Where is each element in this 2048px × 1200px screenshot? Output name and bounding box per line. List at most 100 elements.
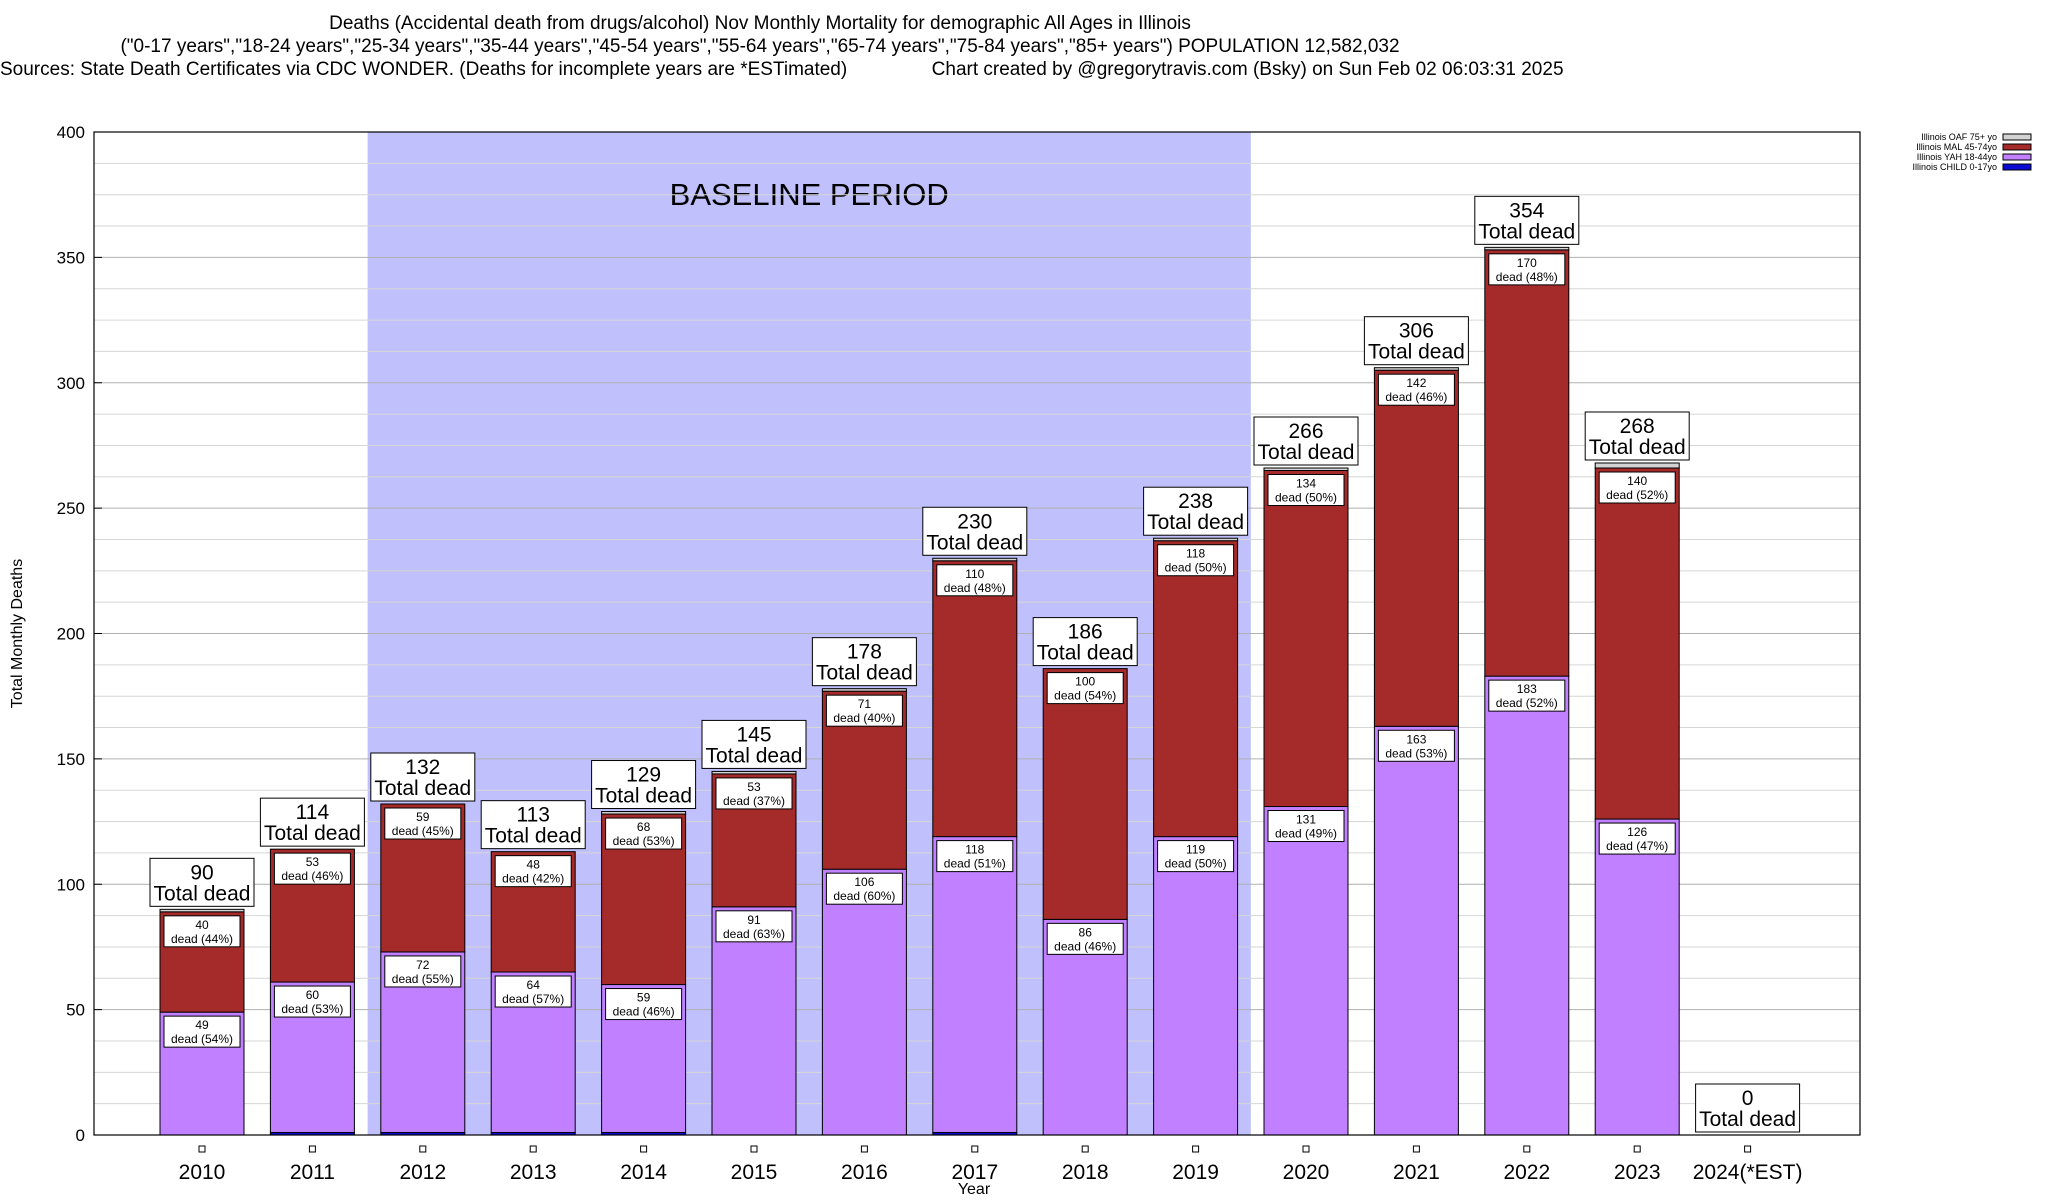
label-mal-2019-box <box>1157 544 1235 577</box>
total-box-2012 <box>370 752 476 802</box>
bar-2-2018 <box>1042 668 1128 920</box>
label-yah-2014-count: 59 <box>637 991 651 1005</box>
label-mal-2019-pct: dead (50%) <box>1165 561 1227 575</box>
y-tick-label: 250 <box>57 499 85 518</box>
x-tick-label: 2023 <box>1614 1161 1661 1184</box>
x-tick-label: 2014 <box>620 1161 667 1184</box>
bar-1-2022 <box>1484 675 1570 1136</box>
total-box-2010 <box>149 857 255 907</box>
bar-1-2021 <box>1373 725 1459 1136</box>
total-caption-2020: Total dead <box>1258 441 1355 464</box>
label-mal-2015-box <box>715 777 793 810</box>
x-tick-label: 2012 <box>399 1161 446 1184</box>
bar-2-2019 <box>1153 540 1239 838</box>
total-box-2011 <box>259 797 365 847</box>
total-box-2023 <box>1584 411 1690 461</box>
label-mal-2011-pct: dead (46%) <box>281 869 343 883</box>
label-yah-2016-pct: dead (60%) <box>833 889 895 903</box>
label-yah-2020-count: 131 <box>1296 813 1316 827</box>
x-tick-marker <box>1081 1145 1089 1153</box>
label-mal-2016-pct: dead (40%) <box>833 711 895 725</box>
y-tick-label: 0 <box>76 1126 85 1145</box>
total-caption-2018: Total dead <box>1037 642 1134 665</box>
total-box-2024(*EST) <box>1695 1083 1801 1133</box>
label-mal-2011-box <box>273 852 351 885</box>
label-mal-2014-count: 68 <box>637 820 651 834</box>
bar-1-2020 <box>1263 806 1349 1136</box>
total-caption-2012: Total dead <box>374 777 471 800</box>
x-tick-marker <box>750 1145 758 1153</box>
x-tick-marker <box>1744 1145 1752 1153</box>
total-value-2010: 90 <box>190 861 213 884</box>
x-tick-label: 2016 <box>841 1161 888 1184</box>
x-axis-label: Year <box>958 1181 991 1198</box>
legend-swatch <box>2002 163 2032 171</box>
x-tick-marker <box>198 1145 206 1153</box>
label-mal-2017-pct: dead (48%) <box>944 581 1006 595</box>
label-yah-2012-box <box>384 955 462 988</box>
label-mal-2016-count: 71 <box>858 697 872 711</box>
label-yah-2015-pct: dead (63%) <box>723 927 785 941</box>
total-box-2022 <box>1474 195 1580 245</box>
x-tick-marker <box>640 1145 648 1153</box>
label-mal-2017-box <box>936 564 1014 597</box>
label-yah-2023-box <box>1598 822 1676 855</box>
x-tick-label: 2018 <box>1062 1161 1109 1184</box>
total-caption-2016: Total dead <box>816 662 913 685</box>
total-box-2015 <box>701 719 807 769</box>
label-mal-2021-pct: dead (46%) <box>1385 390 1447 404</box>
x-tick-label: 2020 <box>1283 1161 1330 1184</box>
total-caption-2010: Total dead <box>154 882 251 905</box>
total-value-2014: 129 <box>626 764 661 787</box>
label-mal-2019-count: 118 <box>1186 547 1205 561</box>
label-mal-2021-box <box>1377 373 1455 406</box>
bar-2-2021 <box>1373 369 1459 727</box>
chart-credit: Chart created by @gregorytravis.com (Bsk… <box>931 59 1564 80</box>
label-yah-2019-pct: dead (50%) <box>1165 857 1227 871</box>
label-mal-2021-count: 142 <box>1406 376 1426 390</box>
legend-label: Illinois MAL 45-74yo <box>1916 142 1997 152</box>
total-caption-2013: Total dead <box>485 825 582 848</box>
chart-title: Deaths (Accidental death from drugs/alco… <box>329 13 1191 34</box>
x-tick-label: 2011 <box>290 1161 335 1184</box>
x-tick-marker <box>971 1145 979 1153</box>
label-yah-2019-box <box>1157 840 1235 873</box>
y-tick-label: 350 <box>57 248 85 267</box>
total-caption-2021: Total dead <box>1368 341 1465 364</box>
total-value-2018: 186 <box>1068 621 1103 644</box>
total-value-2021: 306 <box>1399 320 1434 343</box>
label-yah-2011-count: 60 <box>306 988 320 1002</box>
total-caption-2014: Total dead <box>595 785 692 808</box>
label-yah-2019-count: 119 <box>1186 843 1205 857</box>
total-caption-2023: Total dead <box>1589 436 1686 459</box>
label-yah-2021-box <box>1377 729 1455 762</box>
label-mal-2015-pct: dead (37%) <box>723 794 785 808</box>
label-mal-2022-count: 170 <box>1517 256 1537 270</box>
bar-1-2016 <box>821 868 907 1136</box>
total-box-2014 <box>591 760 697 810</box>
total-caption-2024(*EST): Total dead <box>1699 1108 1796 1131</box>
bar-1-2018 <box>1042 918 1128 1136</box>
label-yah-2012-pct: dead (55%) <box>392 972 454 986</box>
label-yah-2013-box <box>494 975 572 1008</box>
label-yah-2020-pct: dead (49%) <box>1275 827 1337 841</box>
chart-sources-line: Sources: State Death Certificates via CD… <box>0 58 1564 81</box>
label-mal-2023-box <box>1598 471 1676 504</box>
total-box-2021 <box>1363 316 1469 366</box>
label-yah-2022-count: 183 <box>1517 682 1537 696</box>
label-yah-2022-pct: dead (52%) <box>1496 696 1558 710</box>
label-yah-2014-pct: dead (46%) <box>613 1005 675 1019</box>
label-mal-2020-count: 134 <box>1296 477 1316 491</box>
x-tick-marker <box>1302 1145 1310 1153</box>
label-yah-2021-pct: dead (53%) <box>1385 746 1447 760</box>
bar-3-2022 <box>1484 246 1570 251</box>
label-yah-2015-count: 91 <box>747 913 761 927</box>
label-mal-2012-box <box>384 807 462 840</box>
y-tick-label: 100 <box>57 875 85 894</box>
bar-1-2017 <box>932 836 1018 1133</box>
x-tick-label: 2022 <box>1503 1161 1550 1184</box>
bar-3-2021 <box>1373 367 1459 371</box>
total-value-2016: 178 <box>847 641 882 664</box>
bar-2-2023 <box>1594 467 1680 820</box>
bar-3-2014 <box>601 811 687 815</box>
